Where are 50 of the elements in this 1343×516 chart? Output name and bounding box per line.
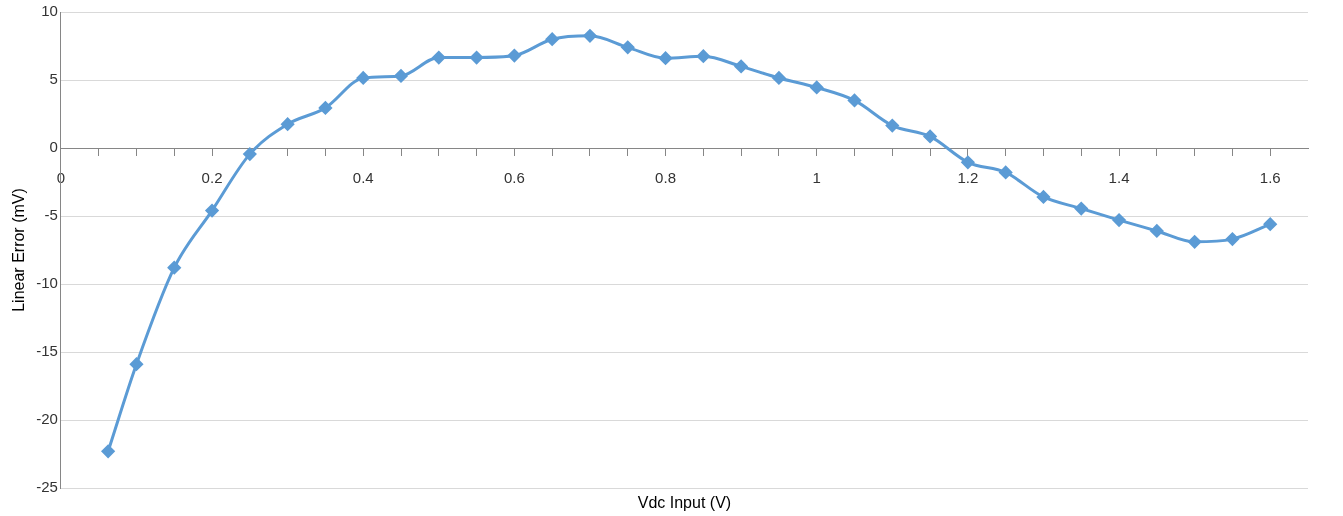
- point: [961, 155, 975, 169]
- y-tick-label: -5: [44, 206, 58, 224]
- point: [356, 71, 370, 85]
- point: [432, 51, 446, 65]
- point: [167, 261, 181, 275]
- x-tick-label: 0.6: [503, 169, 525, 187]
- point: [734, 59, 748, 73]
- point: [999, 165, 1013, 179]
- point: [696, 49, 710, 63]
- point: [129, 357, 143, 371]
- point: [1074, 202, 1088, 216]
- x-tick-label: 1.6: [1259, 169, 1281, 187]
- point: [1263, 217, 1277, 231]
- point: [1036, 190, 1050, 204]
- point: [545, 32, 559, 46]
- point: [1112, 213, 1126, 227]
- point: [394, 69, 408, 83]
- x-tick-label: 0.8: [655, 169, 676, 187]
- point: [923, 129, 937, 143]
- point: [281, 117, 295, 131]
- point: [1225, 232, 1239, 246]
- point: [885, 119, 899, 133]
- point: [318, 101, 332, 115]
- y-tick-label: -20: [36, 410, 58, 428]
- y-axis-title: Linear Error (mV): [10, 188, 28, 312]
- x-tick-label: 0.4: [352, 169, 374, 187]
- x-axis-title: Vdc Input (V): [637, 494, 732, 512]
- point: [583, 29, 597, 43]
- y-tick-label: -10: [36, 274, 58, 292]
- point: [205, 204, 219, 218]
- x-tick-label: 0.2: [201, 169, 223, 187]
- point: [101, 444, 115, 458]
- point: [243, 147, 257, 161]
- point: [1150, 224, 1164, 238]
- y-tick-label: -15: [36, 342, 58, 360]
- point: [659, 51, 673, 65]
- point: [470, 51, 484, 65]
- x-tick-label: 1.2: [957, 169, 979, 187]
- point: [810, 80, 824, 94]
- x-tick-label: 1: [812, 169, 821, 187]
- y-tick-label: -25: [36, 478, 58, 496]
- point: [848, 93, 861, 107]
- y-tick-label: 10: [41, 2, 58, 20]
- point: [621, 40, 635, 54]
- point: [507, 49, 521, 63]
- point: [1188, 235, 1202, 249]
- y-tick-label: 0: [49, 138, 58, 156]
- y-tick-label: 5: [49, 70, 58, 88]
- point: [772, 71, 786, 85]
- x-tick-label: 1.4: [1108, 169, 1130, 187]
